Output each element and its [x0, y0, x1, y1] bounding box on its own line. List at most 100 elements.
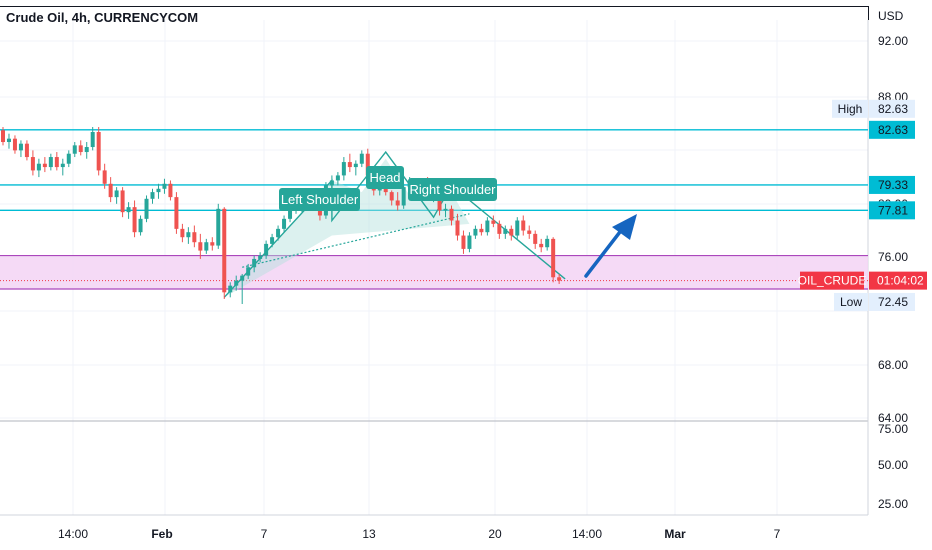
volume-tick-label: 75.00	[878, 422, 908, 436]
candle-body	[18, 143, 23, 151]
candle-body	[186, 232, 191, 238]
candle-body	[144, 198, 149, 219]
low-caption-bg	[834, 292, 868, 311]
candle-18	[108, 177, 113, 203]
level-79-badge-bg	[869, 175, 915, 194]
candle-0	[1, 126, 5, 146]
candle-body	[252, 258, 257, 268]
candle-body	[12, 138, 17, 151]
chart-top-border	[0, 6, 869, 7]
candle-33	[198, 233, 203, 259]
candle-25	[150, 188, 155, 204]
annotation-text: Left Shoulder	[281, 192, 359, 207]
candle-body	[455, 220, 460, 236]
pattern-annotations: Left Shoulder Head Right Shoulder	[279, 166, 497, 211]
x-tick-label: Feb	[151, 527, 172, 541]
candle-body	[192, 232, 197, 243]
candle-67	[401, 183, 406, 209]
annotation-text: Head	[369, 170, 400, 185]
candle-9	[54, 152, 59, 171]
high-caption-bg	[832, 99, 868, 118]
candle-5	[30, 150, 35, 176]
candle-66	[395, 192, 400, 211]
candle-body	[264, 243, 269, 256]
candle-body	[276, 228, 281, 238]
candle-body	[210, 242, 215, 246]
candle-22	[132, 200, 137, 238]
countdown-bg	[869, 271, 927, 290]
candle-87	[521, 215, 526, 236]
arrow-shaft	[584, 226, 625, 278]
candle-body	[60, 163, 65, 168]
candle-23	[138, 215, 143, 236]
candle-body	[335, 175, 340, 181]
candle-body	[509, 228, 514, 236]
candle-91	[545, 235, 550, 251]
candle-88	[527, 225, 532, 239]
currency-label: USD	[878, 9, 904, 23]
x-tick-label: 7	[261, 527, 268, 541]
candle-body	[467, 235, 472, 249]
candle-body	[90, 132, 95, 148]
support-zone	[0, 254, 868, 290]
candle-36	[216, 203, 221, 249]
candle-93	[557, 273, 562, 284]
candle-16	[96, 126, 101, 176]
high-value-bg	[869, 99, 915, 118]
candle-body	[84, 147, 89, 153]
candle-body	[150, 192, 155, 199]
candle-body	[485, 220, 490, 233]
candle-45	[270, 233, 275, 248]
candle-92	[551, 237, 556, 283]
candle-65	[389, 190, 394, 206]
low-caption-text: Low	[840, 295, 862, 309]
candle-body	[114, 190, 119, 198]
candle-82	[491, 215, 496, 228]
candle-body	[491, 220, 496, 224]
level-77-badge-text: 77.81	[878, 203, 908, 217]
volume-axis: 75.00 50.00 25.00	[878, 422, 908, 511]
candle-8	[48, 153, 53, 171]
candle-21	[126, 202, 131, 219]
symbol-badge-text: OIL_CRUDE	[798, 274, 867, 288]
candle-body	[282, 218, 287, 229]
candle-body	[234, 280, 239, 286]
candle-42	[252, 255, 257, 273]
candle-body	[36, 163, 41, 171]
annotation-box	[408, 178, 497, 201]
candle-32	[192, 225, 197, 248]
candle-body	[503, 228, 508, 234]
candle-body	[258, 255, 263, 259]
candle-90	[539, 238, 544, 253]
candle-84	[503, 225, 508, 239]
candle-86	[515, 217, 520, 239]
x-tick-label: 13	[362, 527, 376, 541]
candle-body	[270, 237, 275, 244]
y-tick-label: 92.00	[878, 34, 908, 48]
candle-77	[461, 230, 466, 254]
candle-39	[234, 275, 239, 291]
candle-58	[347, 153, 352, 173]
candle-body	[204, 242, 209, 251]
candle-body	[120, 190, 125, 213]
candle-83	[497, 220, 502, 239]
right-shoulder-label: Right Shoulder	[408, 178, 497, 201]
candle-body	[66, 153, 71, 164]
low-value-text: 72.45	[878, 295, 908, 309]
candle-body	[126, 207, 131, 213]
candle-body	[449, 208, 454, 221]
y-tick-label: 68.00	[878, 358, 908, 372]
candle-37	[222, 207, 227, 299]
candle-75	[449, 205, 454, 226]
candle-78	[467, 232, 472, 253]
candle-12	[72, 142, 77, 158]
candle-body	[479, 228, 484, 233]
candle-35	[210, 237, 215, 251]
candle-body	[353, 163, 358, 168]
candle-body	[180, 228, 185, 238]
time-axis: 14:00 Feb 7 13 20 14:00 Mar 7	[58, 527, 781, 541]
y-tick-label: 64.00	[878, 411, 908, 425]
candle-59	[353, 160, 358, 176]
candle-11	[66, 150, 71, 168]
